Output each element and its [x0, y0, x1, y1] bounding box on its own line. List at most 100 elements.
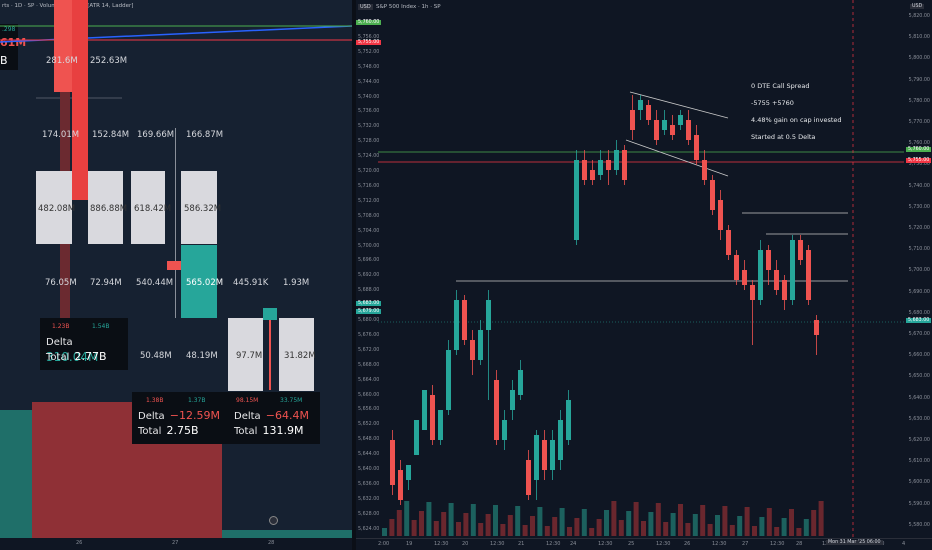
tag-red-right: 5,755.00 — [906, 158, 932, 163]
right-price-axis[interactable]: USD 5,820.00 5,810.00 5,800.00 5,790.00 5,78… — [904, 0, 932, 538]
box2-total-label: Total — [138, 426, 162, 437]
volume-bar — [670, 513, 676, 536]
prior-total-value: B — [0, 54, 8, 67]
candle-body — [678, 115, 683, 125]
row4-f: 1.93M — [283, 278, 310, 288]
row2-a: 174.01M — [42, 130, 80, 140]
candle-body — [574, 160, 579, 240]
right-axis-tick: 5,620.00 — [908, 438, 930, 443]
candle-body — [646, 105, 651, 120]
volume-bar — [581, 509, 587, 536]
volume-bar — [522, 525, 528, 536]
box1-total-value: 2.77B — [74, 350, 107, 363]
right-axis-tick: 5,730.00 — [908, 204, 930, 210]
right-axis-tick: 5,710.00 — [908, 247, 930, 253]
x-tick-27: 27 — [172, 540, 179, 546]
right-axis-tick: 5,660.00 — [908, 353, 930, 359]
box2-delta-value: −12.59M — [169, 409, 220, 422]
right-axis-tick: 5,700.00 — [908, 268, 930, 274]
left-axis-tick: 5,724.00 — [358, 154, 380, 160]
left-axis-tick: 5,748.00 — [358, 64, 380, 70]
candle-body — [798, 240, 803, 260]
event-flag-icon[interactable] — [269, 516, 278, 525]
volume-bar — [663, 522, 669, 536]
box2-red-small: 1.38B — [146, 397, 164, 404]
row3-c: 618.42M — [134, 204, 172, 214]
candle-body — [510, 390, 515, 410]
left-axis-tick: 5,756.00 — [358, 34, 380, 40]
volume-bar — [604, 510, 609, 536]
row4-e: 445.91K — [233, 278, 269, 288]
volume-bar — [589, 528, 595, 536]
currency-badge[interactable]: USD — [358, 4, 373, 10]
left-axis-tick: 5,736.00 — [358, 109, 380, 115]
volume-bar — [515, 506, 521, 536]
volume-bar-1 — [0, 410, 32, 538]
cell-97 — [228, 318, 263, 391]
volume-bar — [744, 507, 750, 536]
row5-c: 97.7M — [236, 351, 263, 361]
candle-body — [550, 440, 555, 470]
row3-d: 586.32M — [184, 204, 222, 214]
volume-bar — [530, 516, 535, 536]
volume-bar — [559, 508, 565, 536]
volume-bar — [811, 510, 817, 536]
prior-delta-value: 61M — [0, 36, 27, 49]
box3-total-value: 131.9M — [262, 424, 304, 437]
panel-divider[interactable] — [352, 0, 356, 550]
left-axis-tick: 5,668.00 — [358, 362, 380, 368]
candle-body — [670, 125, 675, 135]
x-tick: 4 — [902, 541, 906, 547]
box3-green-small: 33.75M — [280, 397, 303, 404]
left-axis-tick: 5,672.00 — [358, 347, 380, 353]
spx-chart-panel[interactable]: USD S&P 500 Index · 1h · SP 5,760.00 5,75… — [356, 0, 932, 550]
annotation-line2: -5755 +5760 — [751, 99, 794, 107]
left-axis-tick: 5,660.00 — [358, 392, 380, 398]
spx-candles — [378, 0, 904, 538]
tag-green-right: 5,760.00 — [906, 147, 932, 152]
tag-current-right: 5,683.00 — [906, 318, 932, 323]
candle-body — [606, 160, 611, 170]
candle-body — [654, 120, 659, 140]
channel-bottom — [625, 139, 729, 177]
candle-body — [694, 135, 699, 160]
right-axis-tick: 5,630.00 — [908, 416, 930, 422]
left-price-axis[interactable]: 5,760.00 5,756.00 5,752.00 5,748.00 5,744.00… — [356, 14, 380, 534]
x-tick: 12:30 — [770, 541, 785, 547]
volume-bar — [707, 524, 713, 536]
left-axis-tick: 5,692.00 — [358, 273, 380, 279]
right-axis-tick: 5,600.00 — [908, 480, 930, 486]
volume-bar — [818, 501, 824, 536]
volume-bar — [715, 515, 720, 536]
candle-body — [542, 440, 547, 470]
candle-body — [622, 150, 627, 180]
x-tick: 25 — [628, 541, 635, 547]
right-axis-tick: 5,680.00 — [908, 310, 930, 316]
cell-586 — [181, 171, 217, 244]
box1-green-small: 1.54B — [92, 323, 110, 330]
candle-body — [638, 100, 643, 110]
footprint-x-axis: 26 27 28 — [0, 538, 352, 550]
volume-bar — [463, 513, 469, 536]
volume-bar — [552, 517, 558, 536]
candle-body — [814, 320, 819, 335]
volume-bar — [796, 528, 802, 536]
volume-bar — [685, 523, 691, 536]
volume-bar — [404, 501, 410, 536]
volume-bar — [641, 521, 646, 536]
volume-bar — [759, 517, 765, 536]
row4-c: 540.44M — [136, 278, 174, 288]
volume-bar — [596, 519, 602, 536]
candle-body — [702, 160, 707, 180]
tag-green-left: 5,760.00 — [356, 20, 382, 25]
box3-red-small: 98.15M — [236, 397, 259, 404]
volume-bar — [411, 520, 417, 536]
right-axis-tick: 5,770.00 — [908, 120, 930, 125]
footprint-chart-panel[interactable]: rts · 1D · SP · Volume footprint [ATR 14… — [0, 0, 352, 550]
left-axis-tick: 5,716.00 — [358, 183, 380, 189]
date-highlight: Mon 31 Mar '25 06:00 — [826, 540, 883, 545]
volume-bar — [485, 514, 491, 536]
volume-bar — [574, 518, 580, 536]
left-axis-tick: 5,636.00 — [358, 481, 380, 487]
delta-box-3: 98.15M 33.75M Delta −64.4M Total 131.9M — [228, 392, 320, 444]
